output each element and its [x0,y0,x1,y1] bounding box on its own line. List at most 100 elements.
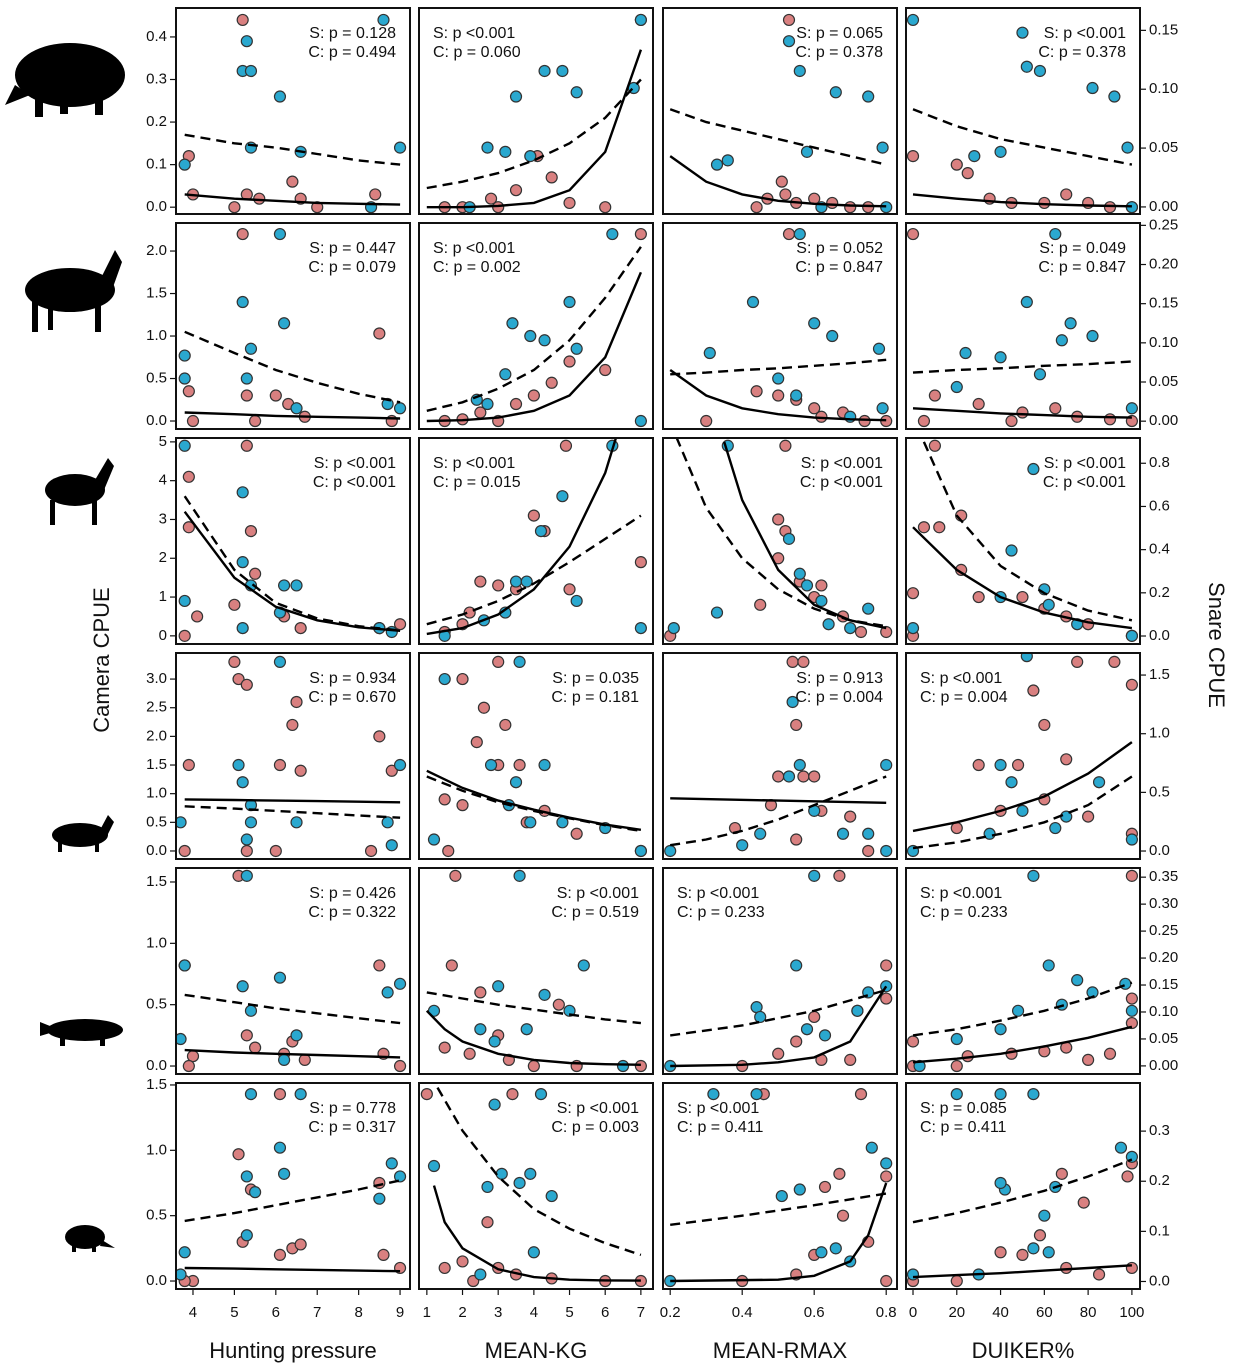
fit-line-dashed [913,362,1132,373]
y-tick-label: 0.5 [146,1207,167,1224]
panel: S: p <0.001C: p = 0.002 [419,223,653,429]
panel: 0.00.10.20.30.4S: p = 0.128C: p = 0.494 [146,8,410,215]
data-point [787,656,798,667]
data-point [270,845,281,856]
data-point [780,440,791,451]
data-point [918,416,929,427]
data-point [179,440,190,451]
data-point [845,411,856,422]
data-point [378,1249,389,1260]
panel: S: p <0.001C: p = 0.060 [419,8,653,214]
fit-line-dashed [185,1180,400,1221]
data-point [973,399,984,410]
x-tick-label: 0.4 [732,1304,753,1321]
data-point [881,760,892,771]
data-point [299,1054,310,1065]
data-point [366,845,377,856]
annotation: S: p <0.001 [557,885,639,902]
data-point [493,580,504,591]
panel: 0.00.51.01.5456789Hunting pressureS: p =… [146,1076,410,1363]
data-point [784,229,795,240]
data-point [557,491,568,502]
data-point [464,1048,475,1059]
data-point [881,845,892,856]
data-point [951,382,962,393]
data-point [486,760,497,771]
annotation: S: p = 0.128 [309,25,396,42]
data-point [428,834,439,845]
data-point [1028,464,1039,475]
panel: S: p <0.001C: p = 0.233 [663,868,897,1074]
data-point [528,510,539,521]
data-point [493,981,504,992]
fit-line-solid [185,1268,400,1271]
panel: 0.00.51.01.5S: p <0.001C: p = 0.004 [906,651,1170,859]
annotation: C: p = 0.411 [677,1119,764,1136]
annotation: C: p = 0.003 [551,1119,639,1136]
panel: S: p = 0.052 C: p = 0.847 [663,223,897,429]
data-point [386,1158,397,1169]
data-point [951,1276,962,1287]
data-point [751,1089,762,1100]
y2-tick-label: 0.15 [1149,976,1178,993]
data-point [816,1247,827,1258]
data-point [881,1276,892,1287]
panel: 0.00.10.20.3020406080100DUIKER%S: p = 0.… [906,1083,1170,1363]
silhouette-antelope [25,250,122,332]
annotation: S: p = 0.426 [309,885,396,902]
data-point [482,1181,493,1192]
annotation: C: p = 0.847 [795,259,883,276]
y2-tick-label: 0.00 [1149,412,1178,429]
data-point [374,328,385,339]
data-point [295,623,306,634]
data-point [274,229,285,240]
data-point [995,1024,1006,1035]
data-point [457,800,468,811]
y-tick-label: 3.0 [146,670,167,687]
data-point [951,1089,962,1100]
annotation: S: p <0.001 [1044,25,1126,42]
silhouette-hog [5,43,125,117]
x-tick-label: 6 [272,1304,280,1321]
y-tick-label: 1.0 [146,327,167,344]
x-tick-label: 100 [1119,1304,1144,1321]
data-point [233,1149,244,1160]
data-point [241,1230,252,1241]
data-point [229,599,240,610]
annotation: C: p = 0.233 [920,904,1008,921]
y-tick-label: 1.5 [146,756,167,773]
data-point [1050,403,1061,414]
data-point [1017,27,1028,38]
y-tick-label: 2 [159,549,167,566]
data-point [514,760,525,771]
fit-line-solid [670,798,886,803]
annotation: S: p = 0.052 [796,240,883,257]
data-point [475,576,486,587]
data-point [1126,834,1137,845]
data-point [439,674,450,685]
data-point [183,760,194,771]
data-point [722,155,733,166]
data-point [784,36,795,47]
annotation: C: p = 0.233 [677,904,765,921]
data-point [866,1142,877,1153]
data-point [1050,823,1061,834]
data-point [1013,760,1024,771]
data-point [539,335,550,346]
data-point [370,189,381,200]
data-point [237,297,248,308]
annotation: S: p <0.001 [920,885,1002,902]
data-point [863,845,874,856]
panel: S: p = 0.065C: p = 0.378 [663,8,897,214]
data-point [179,373,190,384]
data-point [183,1061,194,1072]
data-point [973,592,984,603]
data-point [514,870,525,881]
data-point [1017,1249,1028,1260]
data-point [1126,1005,1137,1016]
data-point [791,834,802,845]
data-point [535,526,546,537]
data-point [1105,202,1116,213]
y2-tick-label: 0.5 [1149,783,1170,800]
data-point [635,845,646,856]
